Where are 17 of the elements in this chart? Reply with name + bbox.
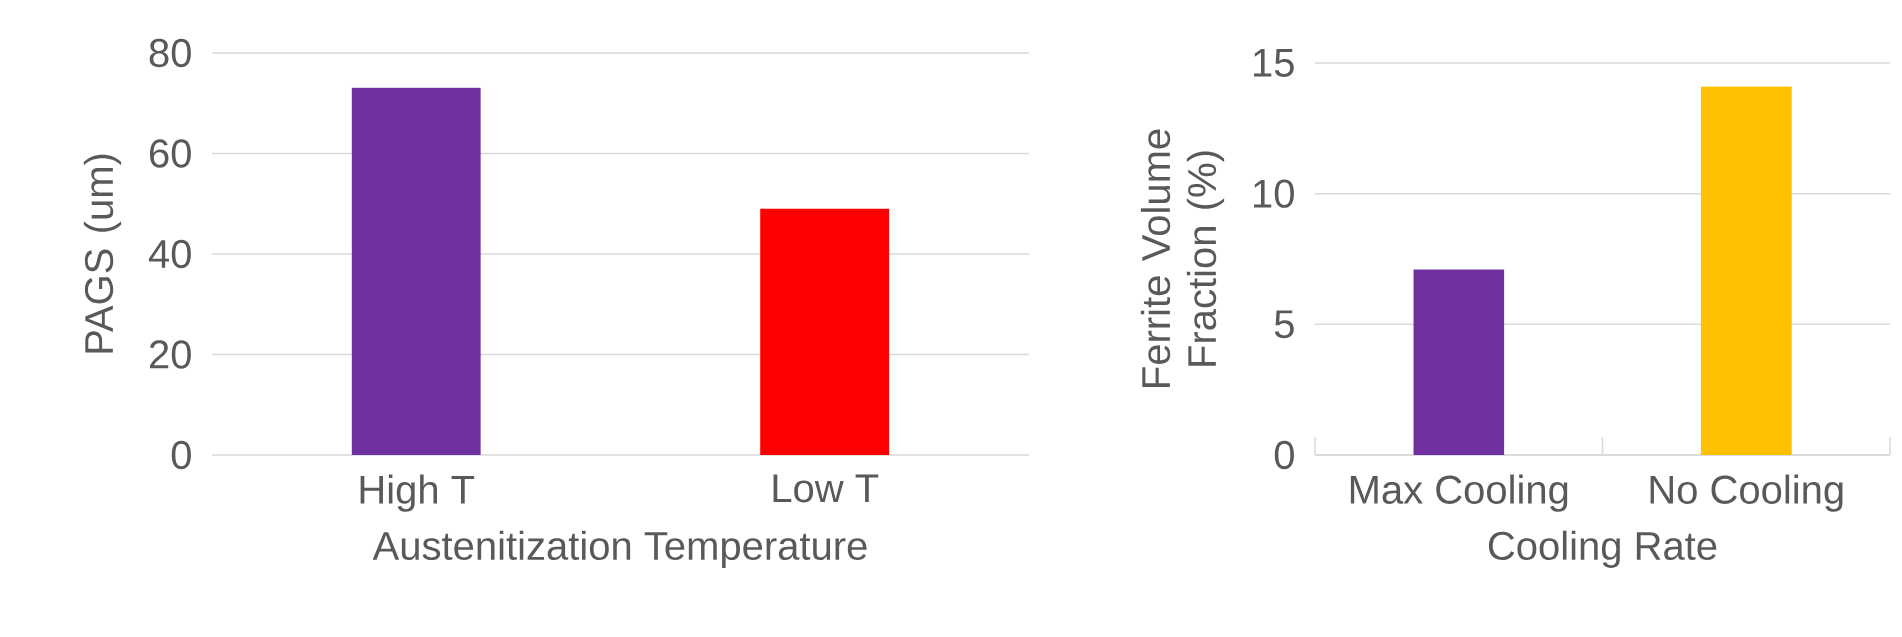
- y-tick-label: 80: [149, 38, 191, 68]
- x-tick-label: No Cooling: [1650, 474, 1843, 512]
- y-axis-title: PAGS (um): [83, 154, 122, 353]
- x-axis-title: Cooling Rate: [1488, 530, 1717, 568]
- x-tick-label: Max Cooling: [1350, 474, 1568, 512]
- y-tick-label: 40: [148, 239, 191, 269]
- y-tick-label: 5: [1274, 310, 1294, 339]
- y-tick-label: 10: [1254, 179, 1294, 208]
- y-tick-label: 15: [1254, 49, 1294, 77]
- y-tick-label: 0: [171, 440, 191, 470]
- y-tick-label: 0: [1274, 440, 1294, 470]
- x-tick-label: High T: [360, 474, 475, 512]
- x-axis-title: Austenitization Temperature: [372, 530, 867, 568]
- y-axis-title: Ferrite Volume Fraction (%): [1140, 129, 1225, 387]
- y-tick-label: 60: [150, 139, 191, 168]
- y-tick-label: 20: [149, 340, 191, 369]
- x-tick-label: Low T: [773, 474, 879, 503]
